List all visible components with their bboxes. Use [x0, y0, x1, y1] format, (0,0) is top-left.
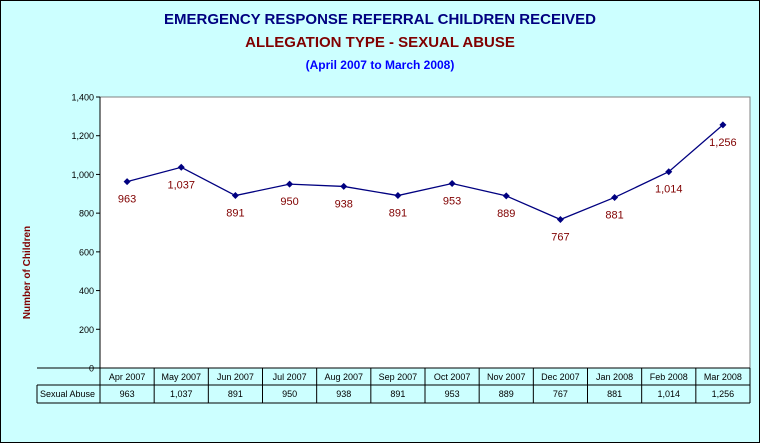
table-value-cell: 1,256 — [712, 389, 735, 399]
x-tick-label: Jan 2008 — [596, 372, 633, 382]
x-tick-label: Apr 2007 — [109, 372, 146, 382]
data-label: 963 — [118, 194, 136, 206]
data-label: 938 — [335, 198, 353, 210]
chart-subtitle: ALLEGATION TYPE - SEXUAL ABUSE — [245, 34, 515, 51]
table-value-cell: 953 — [445, 389, 460, 399]
x-tick-label: Oct 2007 — [434, 372, 471, 382]
x-tick-label: Dec 2007 — [541, 372, 580, 382]
y-tick-label: 400 — [79, 286, 94, 296]
table-value-cell: 950 — [282, 389, 297, 399]
x-tick-label: Jul 2007 — [273, 372, 307, 382]
table-value-cell: 891 — [228, 389, 243, 399]
data-label: 950 — [280, 196, 298, 208]
x-tick-label: Nov 2007 — [487, 372, 526, 382]
data-label: 767 — [551, 232, 569, 244]
data-point-marker — [665, 168, 673, 176]
chart-title: EMERGENCY RESPONSE REFERRAL CHILDREN REC… — [163, 11, 596, 28]
series-line — [126, 124, 724, 221]
table-value-cell: 963 — [120, 389, 135, 399]
y-tick-label: 200 — [79, 325, 94, 335]
data-label: 1,014 — [655, 184, 683, 196]
y-tick-label: 800 — [79, 209, 94, 219]
data-point-marker — [123, 178, 131, 186]
data-label: 889 — [497, 208, 515, 220]
data-label: 891 — [389, 208, 407, 220]
x-tick-label: May 2007 — [161, 372, 201, 382]
x-tick-label: Feb 2008 — [650, 372, 688, 382]
x-tick-label: Mar 2008 — [704, 372, 742, 382]
plot-area — [99, 96, 751, 369]
data-point-marker — [177, 163, 185, 171]
data-label: 953 — [443, 196, 461, 208]
chart-date-range: (April 2007 to March 2008) — [305, 58, 455, 72]
y-axis-title: Number of Children — [22, 226, 33, 319]
data-point-marker — [286, 180, 294, 188]
data-point-marker — [448, 180, 456, 188]
y-tick-label: 600 — [79, 247, 94, 257]
x-tick-label: Sep 2007 — [379, 372, 418, 382]
data-label: 1,037 — [167, 179, 195, 191]
table-value-cell: 938 — [336, 389, 351, 399]
y-tick-label: 1,400 — [71, 93, 94, 103]
data-point-marker — [556, 216, 564, 224]
table-series-name: Sexual Abuse — [40, 389, 95, 399]
data-point-marker — [231, 192, 239, 200]
x-tick-label: Jun 2007 — [217, 372, 254, 382]
data-point-marker — [394, 192, 402, 200]
table-value-cell: 767 — [553, 389, 568, 399]
table-value-cell: 891 — [390, 389, 405, 399]
data-label: 1,256 — [709, 137, 737, 149]
table-value-cell: 1,014 — [657, 389, 680, 399]
table-value-cell: 881 — [607, 389, 622, 399]
data-point-marker — [502, 192, 510, 200]
y-tick-label: 1,200 — [71, 131, 94, 141]
table-value-cell: 1,037 — [170, 389, 193, 399]
y-tick-label: 1,000 — [71, 170, 94, 180]
table-value-cell: 889 — [499, 389, 514, 399]
data-point-marker — [719, 121, 727, 129]
data-label: 881 — [605, 209, 623, 221]
data-point-marker — [340, 182, 348, 190]
x-tick-label: Aug 2007 — [324, 372, 363, 382]
data-point-marker — [611, 193, 619, 201]
data-label: 891 — [226, 208, 244, 220]
